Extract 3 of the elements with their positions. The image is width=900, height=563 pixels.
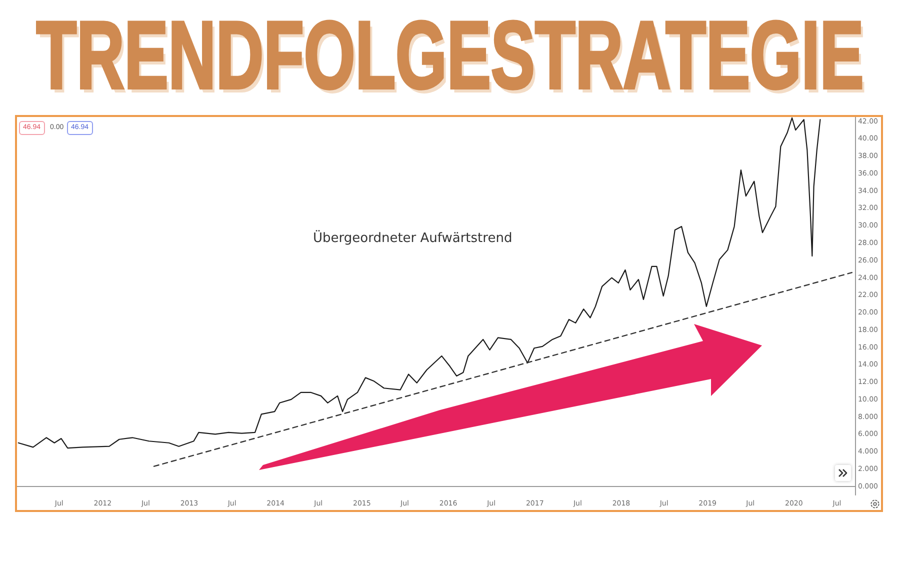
annotation: Übergeordneter Aufwärtstrend (313, 231, 512, 246)
chart-title: TRENDFOLGESTRATEGIE (35, 1, 865, 108)
line-series (18, 117, 821, 449)
